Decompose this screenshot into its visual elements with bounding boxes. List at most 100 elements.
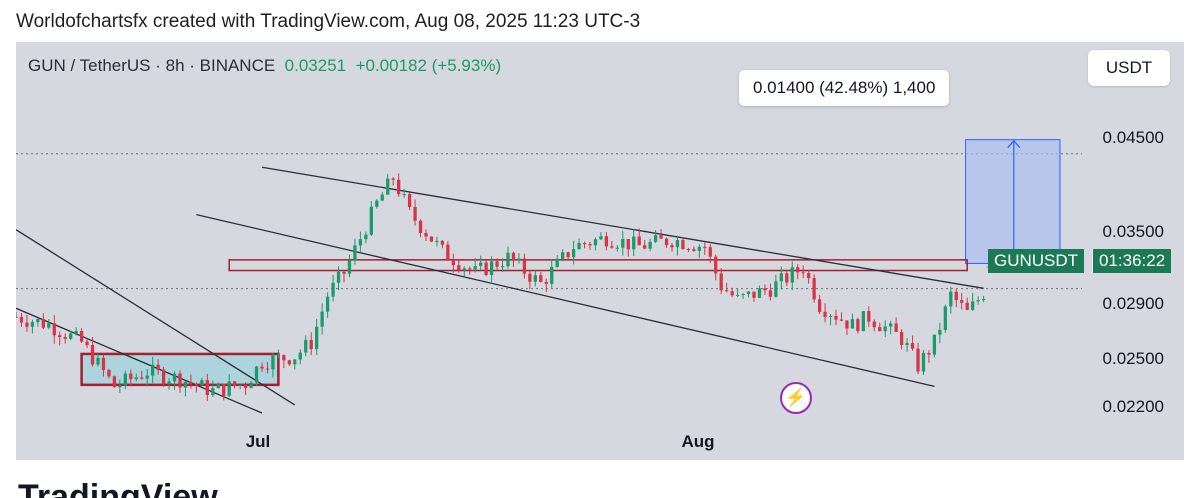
candle-body [287, 360, 291, 365]
candle-body [615, 247, 619, 249]
candle-body [407, 194, 412, 208]
candle-body [757, 288, 762, 298]
range-arrow-head [1007, 139, 1021, 149]
candle-body [347, 260, 352, 274]
candle-body [577, 242, 581, 250]
channel-bottom-trendline [196, 213, 935, 387]
candle-body [282, 355, 286, 361]
tradingview-logo: TradingView [18, 478, 218, 498]
candle-body [834, 316, 838, 320]
candle-body [916, 348, 920, 372]
candle-body [397, 179, 401, 195]
candle-body [222, 383, 226, 396]
candle-body [539, 275, 543, 282]
candle-body [905, 343, 909, 345]
candle-body [823, 311, 827, 317]
candle-body [391, 178, 395, 180]
last-price: 0.03251 [284, 56, 347, 75]
y-tick-label: 0.02900 [1102, 294, 1164, 313]
candle-body [708, 247, 712, 257]
candle-body [418, 220, 423, 234]
candle-body [850, 319, 855, 329]
candle-body [325, 296, 330, 312]
candle-body [949, 291, 953, 307]
candle-body [910, 343, 915, 349]
price-change: +0.00182 (+5.93%) [355, 56, 502, 75]
candle-body [774, 281, 778, 297]
candle-body [643, 245, 647, 249]
candle-body [271, 355, 275, 370]
candle-body [637, 236, 641, 246]
old-channel-bottom-trendline [16, 307, 263, 414]
candle-body [675, 240, 680, 248]
candle-body [402, 194, 406, 196]
candle-body [16, 316, 18, 318]
candle-body [194, 383, 199, 386]
candle-body [304, 339, 308, 353]
lightning-bolt-icon[interactable]: ⚡ [780, 382, 812, 414]
candle-body [932, 334, 937, 355]
chart-area[interactable]: GUN / TetherUS · 8h · BINANCE 0.03251 +0… [16, 42, 1184, 460]
candle-body [550, 266, 554, 284]
candle-body [796, 267, 800, 273]
candle-body [971, 301, 975, 310]
channel-top-trendline [261, 166, 984, 289]
candle-body [790, 267, 794, 283]
candle-body [697, 246, 701, 251]
symbol-info: GUN / TetherUS · 8h · BINANCE [28, 56, 276, 75]
candle-body [604, 236, 609, 247]
candle-body [582, 242, 587, 245]
candle-body [52, 323, 56, 336]
candle-body [233, 381, 237, 386]
candle-body [118, 385, 122, 388]
candle-body [839, 319, 844, 321]
candle-body [752, 291, 756, 298]
candle-body [495, 261, 499, 267]
candle-body [205, 380, 209, 395]
price-chart[interactable] [16, 42, 1184, 460]
candle-body [528, 273, 532, 282]
candle-body [446, 244, 450, 260]
candle-body [965, 302, 969, 310]
candle-body [96, 357, 100, 365]
candle-body [25, 322, 29, 327]
candle-body [867, 311, 871, 322]
candle-body [544, 281, 548, 284]
candle-body [429, 236, 434, 242]
candle-body [309, 339, 313, 350]
candle-body [238, 384, 242, 386]
candle-body [440, 240, 445, 245]
candle-body [123, 373, 127, 386]
candle-body [19, 316, 24, 323]
candle-body [664, 238, 669, 246]
candle-body [960, 300, 964, 303]
candle-body [156, 364, 160, 370]
candle-body [500, 266, 505, 268]
candle-body [107, 369, 111, 377]
candle-body [161, 369, 166, 384]
candle-body [889, 323, 893, 327]
candle-body [817, 299, 822, 312]
currency-button[interactable]: USDT [1088, 50, 1170, 86]
symbol-price-tag: GUNUSDT [988, 249, 1085, 273]
candle-body [249, 382, 253, 389]
candle-body [265, 368, 270, 370]
candle-body [140, 377, 144, 379]
candle-body [703, 246, 707, 248]
candle-body [336, 271, 341, 283]
candle-body [101, 357, 106, 370]
candle-body [785, 273, 789, 283]
candle-body [178, 373, 182, 388]
candle-body [167, 381, 171, 384]
candle-body [85, 341, 89, 346]
candle-body [894, 323, 898, 332]
candle-body [981, 299, 986, 301]
candle-body [320, 311, 324, 327]
candle-body [435, 240, 439, 242]
candle-body [172, 373, 177, 382]
candle-body [522, 258, 527, 274]
candle-body [380, 194, 384, 201]
candle-body [943, 306, 947, 330]
candle-body [386, 178, 390, 195]
candle-body [653, 235, 658, 242]
